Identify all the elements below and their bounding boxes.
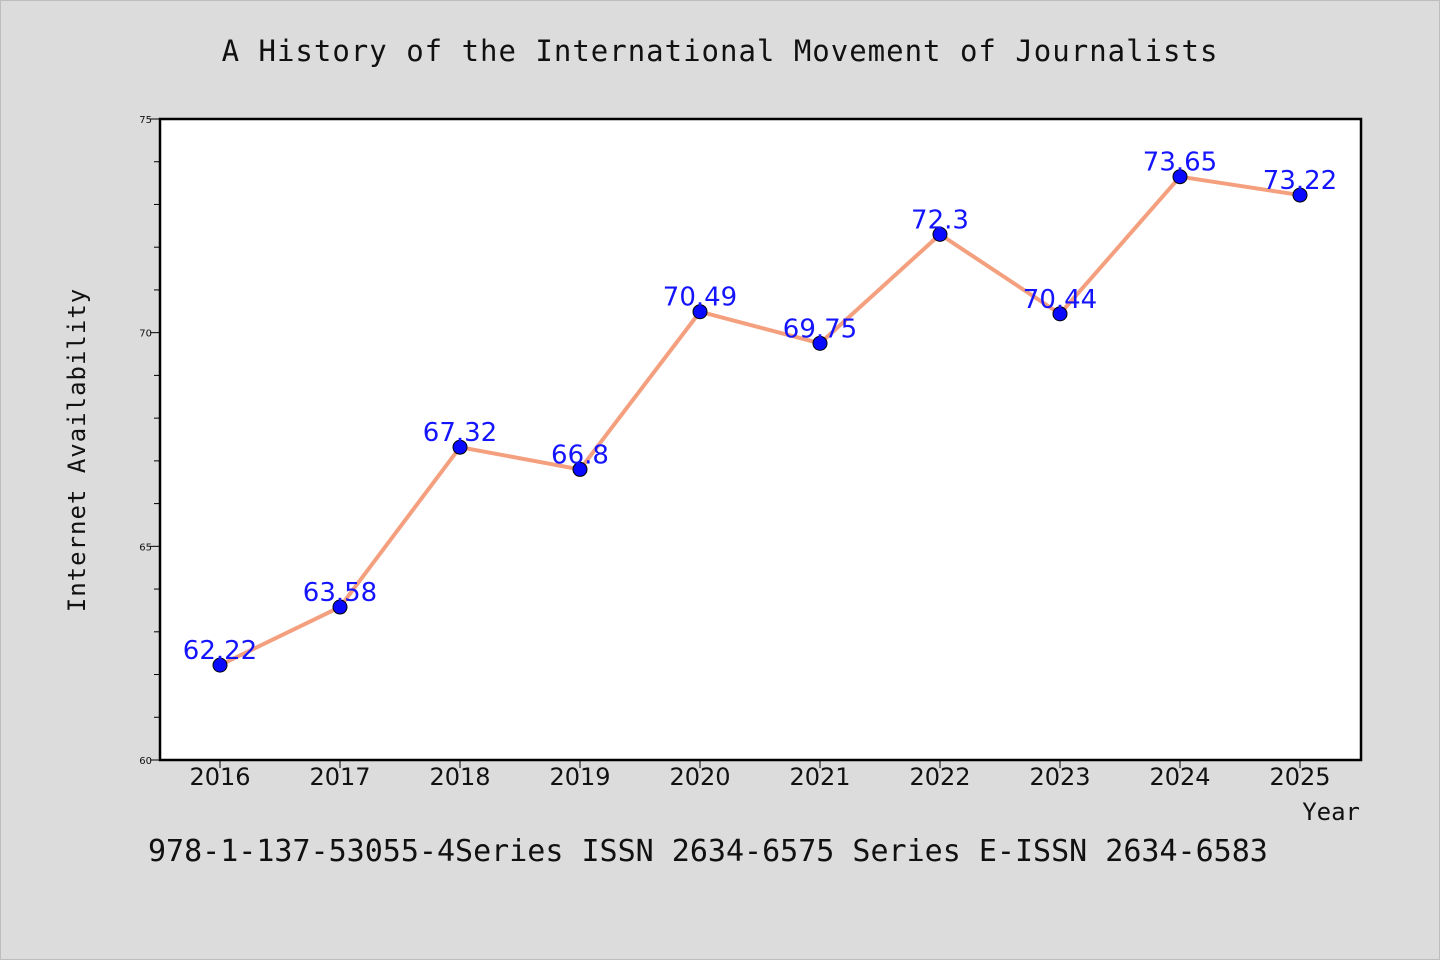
data-label: 73.22 (1263, 166, 1337, 196)
data-label: 63.58 (303, 578, 377, 608)
y-tick-label: 75 (139, 115, 152, 126)
data-point (212, 657, 228, 673)
x-tick-label: 2017 (309, 763, 370, 791)
x-tick-label: 2018 (429, 763, 490, 791)
x-tick-label: 2019 (549, 763, 610, 791)
x-tick-label: 2021 (789, 763, 850, 791)
data-point (812, 335, 828, 351)
x-tick-label: 2024 (1149, 763, 1210, 791)
data-label: 66.8 (551, 440, 609, 470)
x-tick-label: 2022 (909, 763, 970, 791)
x-tick-label: 2016 (189, 763, 250, 791)
x-tick-label: 2023 (1029, 763, 1090, 791)
y-tick-label: 65 (139, 542, 152, 553)
data-label: 72.3 (911, 205, 969, 235)
plot-area: 60 65 70 75 2016 2017 2018 2019 2020 2021 2022 2023… (139, 115, 1363, 791)
data-point (1172, 169, 1188, 185)
data-label: 73.65 (1143, 148, 1217, 178)
data-point (572, 461, 588, 477)
chart-title: A History of the International Movement … (221, 34, 1219, 68)
data-label: 70.44 (1023, 285, 1097, 315)
series-line (219, 174, 1301, 667)
data-label: 67.32 (423, 418, 497, 448)
y-axis-label: Internet Availability (63, 288, 91, 612)
plot-frame (158, 117, 1363, 762)
data-point (332, 599, 348, 615)
data-point (1052, 306, 1068, 322)
x-axis-label: Year (1302, 798, 1360, 826)
y-tick-label: 70 (139, 329, 152, 340)
data-point (932, 226, 948, 242)
data-point (1292, 187, 1308, 203)
y-tick-label: 60 (139, 756, 152, 767)
data-label: 69.75 (783, 314, 857, 344)
data-label: 70.49 (663, 283, 737, 313)
data-point (452, 439, 468, 455)
data-label: 62.22 (183, 636, 257, 666)
isbn-issn-footer: 978-1-137-53055-4Series ISSN 2634-6575 S… (148, 834, 1268, 869)
x-tick-label: 2025 (1269, 763, 1330, 791)
data-point (692, 304, 708, 320)
x-tick-label: 2020 (669, 763, 730, 791)
